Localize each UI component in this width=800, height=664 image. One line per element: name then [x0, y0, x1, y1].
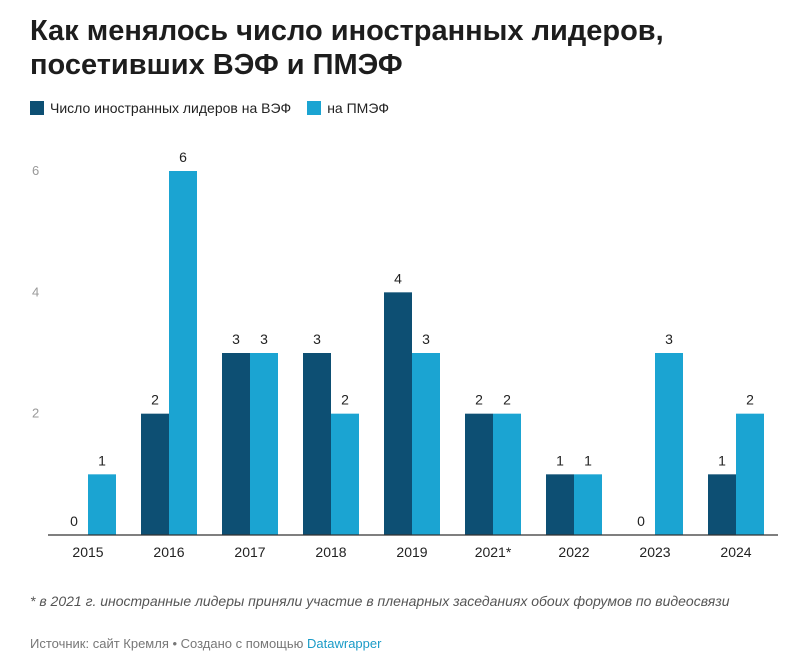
- y-tick-label: 2: [32, 406, 39, 421]
- chart-footnote: * в 2021 г. иностранные лидеры приняли у…: [30, 593, 730, 609]
- x-tick-label: 2024: [720, 544, 751, 560]
- legend-swatch-vef: [30, 101, 44, 115]
- legend-item-vef: Число иностранных лидеров на ВЭФ: [30, 100, 291, 116]
- chart-title: Как менялось число иностранных лидеров, …: [30, 15, 664, 81]
- bar-value-label: 3: [232, 331, 240, 347]
- bar-vef: [222, 353, 250, 535]
- source-text: Источник: сайт Кремля • Создано с помощь…: [30, 636, 308, 651]
- bar-vef: [708, 474, 736, 535]
- bar-pmef: [88, 474, 116, 535]
- y-tick-label: 6: [32, 163, 39, 178]
- y-tick-label: 4: [32, 284, 39, 299]
- bar-value-label: 3: [313, 331, 321, 347]
- bar-value-label: 4: [394, 270, 402, 286]
- bar-value-label: 3: [665, 331, 673, 347]
- bar-value-label: 2: [475, 392, 483, 408]
- bar-value-label: 2: [341, 392, 349, 408]
- x-tick-label: 2023: [639, 544, 670, 560]
- legend-item-pmef: на ПМЭФ: [307, 100, 389, 116]
- bar-vef: [303, 353, 331, 535]
- x-tick-label: 2022: [558, 544, 589, 560]
- bar-pmef: [493, 413, 521, 535]
- bar-value-label: 1: [98, 452, 106, 468]
- bar-pmef: [736, 413, 764, 535]
- bar-vef: [141, 413, 169, 535]
- bar-pmef: [331, 413, 359, 535]
- legend-swatch-pmef: [307, 101, 322, 115]
- bar-value-label: 3: [260, 331, 268, 347]
- datawrapper-link[interactable]: Datawrapper: [307, 636, 382, 651]
- bar-pmef: [250, 353, 278, 535]
- x-tick-label: 2017: [234, 544, 265, 560]
- chart-source: Источник: сайт Кремля • Создано с помощь…: [30, 636, 381, 651]
- chart-legend: Число иностранных лидеров на ВЭФ на ПМЭФ: [30, 100, 389, 116]
- bar-pmef: [655, 353, 683, 535]
- bar-value-label: 0: [637, 513, 645, 529]
- x-tick-label: 2019: [396, 544, 427, 560]
- x-tick-label: 2016: [153, 544, 184, 560]
- bar-value-label: 1: [584, 452, 592, 468]
- x-tick-label: 2015: [72, 544, 103, 560]
- bar-value-label: 1: [718, 452, 726, 468]
- bar-value-label: 3: [422, 331, 430, 347]
- bar-chart: 2 4 6 0 1 2015 2 6 2016 3 3 2017 3 2 2018 4 3 2019 2 2 2021*…: [32, 149, 778, 560]
- bar-value-label: 2: [746, 392, 754, 408]
- bar-vef: [546, 474, 574, 535]
- bar-value-label: 2: [151, 392, 159, 408]
- bar-value-label: 1: [556, 452, 564, 468]
- x-tick-label: 2018: [315, 544, 346, 560]
- x-tick-label: 2021*: [475, 544, 512, 560]
- bar-vef: [465, 413, 493, 535]
- legend-label-vef: Число иностранных лидеров на ВЭФ: [50, 100, 292, 116]
- bar-pmef: [412, 353, 440, 535]
- bar-value-label: 0: [70, 513, 78, 529]
- bar-pmef: [574, 474, 602, 535]
- bar-pmef: [169, 171, 197, 535]
- legend-label-pmef: на ПМЭФ: [327, 100, 390, 116]
- bar-value-label: 6: [179, 149, 187, 165]
- bar-value-label: 2: [503, 392, 511, 408]
- bar-vef: [384, 292, 412, 535]
